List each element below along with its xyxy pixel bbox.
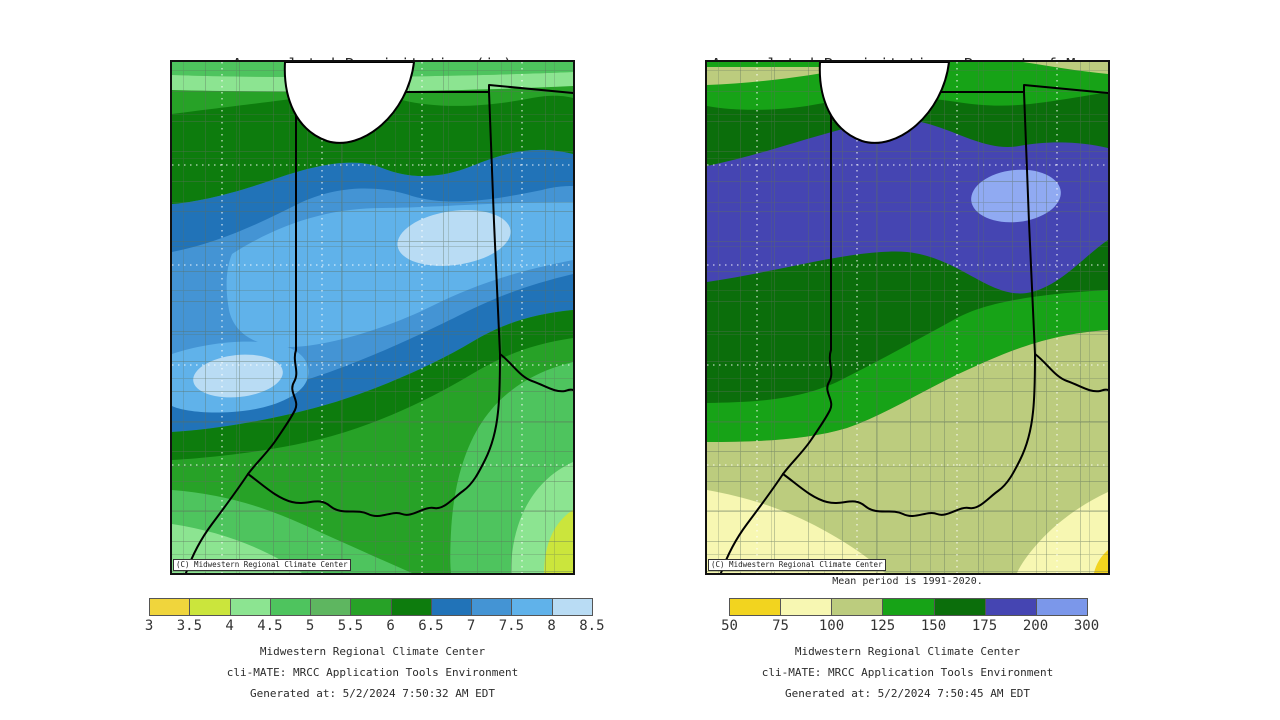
footer-line: Generated at: 5/2/2024 7:50:32 AM EDT [249, 687, 496, 700]
colorbar-cell [350, 599, 391, 615]
left-colorbar-ticks: 3 3.5 4 4.5 5 5.5 6 6.5 7 7.5 8 8.5 [129, 618, 612, 634]
footer-line: Midwestern Regional Climate Center [259, 645, 486, 658]
colorbar-cell [229, 599, 270, 615]
left-precip-map: (C) Midwestern Regional Climate Center [170, 60, 575, 575]
colorbar-tick-label: 4.5 [257, 618, 283, 634]
colorbar-tick-label: 3 [144, 618, 154, 634]
right-map-svg [707, 62, 1108, 573]
colorbar-cell [882, 599, 934, 615]
colorbar-tick-label: 8.5 [579, 618, 605, 634]
colorbar-tick-label: 300 [1073, 618, 1100, 634]
colorbar-tick-label: 7 [466, 618, 476, 634]
colorbar-cell [269, 599, 311, 615]
colorbar-cell [984, 599, 1036, 615]
colorbar-tick-label: 100 [818, 618, 845, 634]
colorbar-tick-label: 3.5 [176, 618, 203, 634]
mean-period-note: Mean period is 1991-2020. [832, 576, 983, 587]
footer-line: cli-MATE: MRCC Application Tools Environ… [226, 666, 519, 679]
colorbar-tick-label: 125 [869, 618, 896, 634]
footer-line: Generated at: 5/2/2024 7:50:45 AM EDT [784, 687, 1031, 700]
copyright-watermark: (C) Midwestern Regional Climate Center [173, 559, 351, 571]
colorbar-tick-label: 5 [305, 618, 315, 634]
colorbar-tick-label: 75 [772, 618, 789, 634]
colorbar-tick-label: 6.5 [418, 618, 444, 634]
colorbar-tick-label: 150 [920, 618, 947, 634]
right-percent-map: (C) Midwestern Regional Climate Center [705, 60, 1110, 575]
right-footer: Midwestern Regional Climate Center cli-MA… [705, 641, 1110, 704]
colorbar-tick-label: 175 [971, 618, 998, 634]
copyright-watermark: (C) Midwestern Regional Climate Center [708, 559, 886, 571]
colorbar-cell [1035, 599, 1087, 615]
colorbar-cell [551, 599, 592, 615]
colorbar-cell [780, 599, 832, 615]
colorbar-tick-label: 5.5 [337, 618, 364, 634]
footer-line: cli-MATE: MRCC Application Tools Environ… [761, 666, 1054, 679]
colorbar-cell [471, 599, 512, 615]
colorbar-tick-label: 7.5 [498, 618, 525, 634]
colorbar-cell [730, 599, 781, 615]
colorbar-cell [933, 599, 985, 615]
colorbar-cell [150, 599, 190, 615]
colorbar-cell [430, 599, 472, 615]
right-colorbar [729, 598, 1088, 616]
footer-line: Midwestern Regional Climate Center [794, 645, 1021, 658]
colorbar-tick-label: 4 [225, 618, 234, 634]
left-footer: Midwestern Regional Climate Center cli-MA… [170, 641, 575, 704]
colorbar-tick-label: 6 [386, 618, 395, 634]
colorbar-tick-label: 50 [721, 618, 738, 634]
colorbar-tick-label: 200 [1022, 618, 1049, 634]
left-map-svg [172, 62, 573, 573]
left-colorbar [149, 598, 593, 616]
colorbar-cell [189, 599, 230, 615]
colorbar-cell [310, 599, 351, 615]
colorbar-cell [831, 599, 883, 615]
right-colorbar-ticks: 50 75 100 125 150 175 200 300 [704, 618, 1112, 634]
colorbar-cell [511, 599, 552, 615]
colorbar-cell [390, 599, 431, 615]
colorbar-tick-label: 8 [547, 618, 556, 634]
